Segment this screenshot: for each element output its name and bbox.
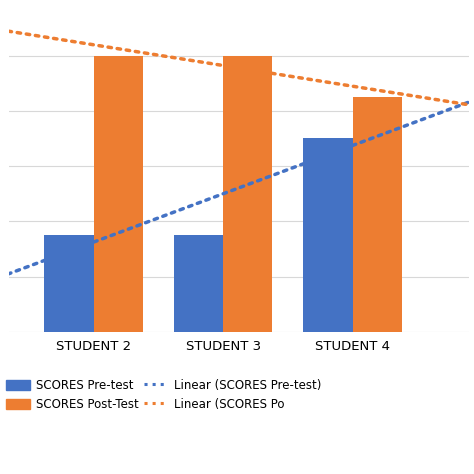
Bar [94, 55, 143, 332]
Bar [303, 138, 353, 332]
Bar [174, 235, 223, 332]
Bar [353, 97, 402, 332]
Bar [45, 235, 94, 332]
Bar [223, 55, 273, 332]
Legend: SCORES Pre-test, SCORES Post-Test, Linear (SCORES Pre-test), Linear (SCORES Po: SCORES Pre-test, SCORES Post-Test, Linea… [6, 379, 321, 411]
